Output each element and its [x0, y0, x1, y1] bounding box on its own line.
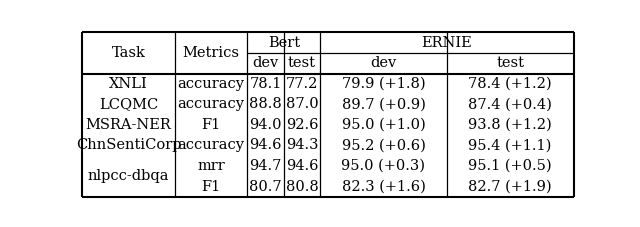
Text: 79.9 (+1.8): 79.9 (+1.8)	[342, 77, 426, 91]
Text: test: test	[288, 56, 316, 70]
Text: 78.1: 78.1	[250, 77, 282, 91]
Text: 95.1 (+0.5): 95.1 (+0.5)	[468, 159, 552, 173]
Text: F1: F1	[202, 118, 221, 132]
Text: 82.3 (+1.6): 82.3 (+1.6)	[342, 180, 426, 193]
Text: dev: dev	[371, 56, 397, 70]
Text: mrr: mrr	[197, 159, 225, 173]
Text: accuracy: accuracy	[178, 138, 244, 153]
Text: 94.0: 94.0	[250, 118, 282, 132]
Text: ChnSentiCorp: ChnSentiCorp	[76, 138, 181, 153]
Text: 80.7: 80.7	[250, 180, 282, 193]
Text: 78.4 (+1.2): 78.4 (+1.2)	[468, 77, 552, 91]
Text: LCQMC: LCQMC	[99, 97, 158, 111]
Text: 94.3: 94.3	[285, 138, 318, 153]
Text: XNLI: XNLI	[109, 77, 148, 91]
Text: 95.0 (+0.3): 95.0 (+0.3)	[342, 159, 426, 173]
Text: 87.0: 87.0	[285, 97, 318, 111]
Text: 94.7: 94.7	[250, 159, 282, 173]
Text: F1: F1	[202, 180, 221, 193]
Text: 95.4 (+1.1): 95.4 (+1.1)	[468, 138, 552, 153]
Text: 92.6: 92.6	[285, 118, 318, 132]
Text: 88.8: 88.8	[249, 97, 282, 111]
Text: nlpcc-dbqa: nlpcc-dbqa	[88, 169, 170, 183]
Text: ERNIE: ERNIE	[422, 36, 472, 50]
Text: MSRA-NER: MSRA-NER	[86, 118, 172, 132]
Text: test: test	[496, 56, 524, 70]
Text: Bert: Bert	[268, 36, 300, 50]
Text: 94.6: 94.6	[285, 159, 318, 173]
Text: 89.7 (+0.9): 89.7 (+0.9)	[342, 97, 426, 111]
Text: 82.7 (+1.9): 82.7 (+1.9)	[468, 180, 552, 193]
Text: 80.8: 80.8	[285, 180, 318, 193]
Text: dev: dev	[253, 56, 279, 70]
Text: 95.2 (+0.6): 95.2 (+0.6)	[342, 138, 426, 153]
Text: 95.0 (+1.0): 95.0 (+1.0)	[342, 118, 426, 132]
Text: 87.4 (+0.4): 87.4 (+0.4)	[468, 97, 552, 111]
Text: accuracy: accuracy	[178, 77, 244, 91]
Text: Metrics: Metrics	[182, 46, 239, 60]
Text: 94.6: 94.6	[250, 138, 282, 153]
Text: accuracy: accuracy	[178, 97, 244, 111]
Text: 93.8 (+1.2): 93.8 (+1.2)	[468, 118, 552, 132]
Text: 77.2: 77.2	[286, 77, 318, 91]
Text: Task: Task	[112, 46, 145, 60]
